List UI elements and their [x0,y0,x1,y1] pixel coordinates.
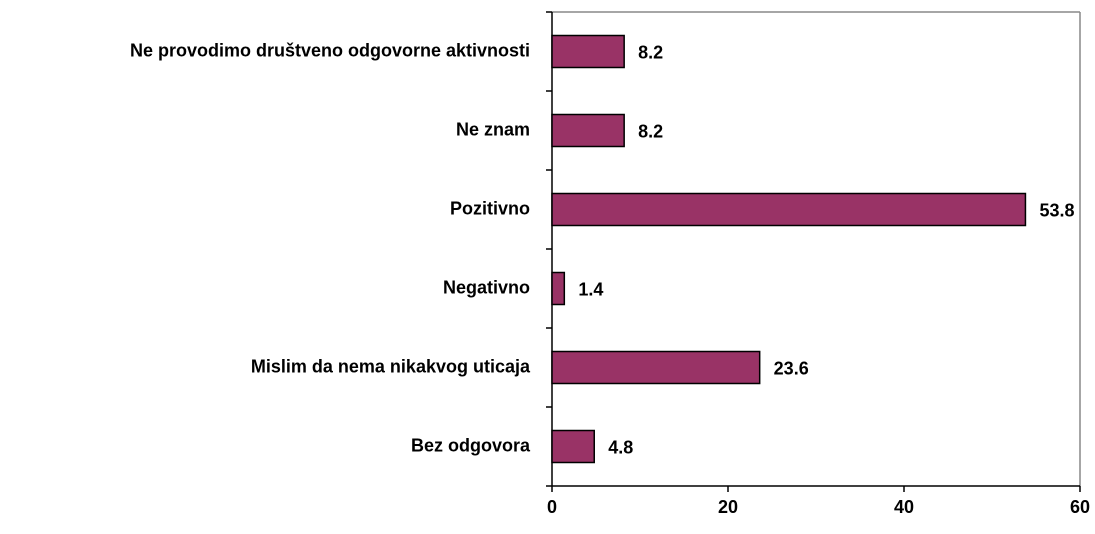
value-label: 8.2 [638,42,663,62]
value-label: 8.2 [638,121,663,141]
y-tick-label: Pozitivno [450,198,530,218]
value-label: 53.8 [1039,200,1074,220]
bar [551,113,625,148]
x-tick-label: 20 [718,497,738,517]
bar [551,192,1027,227]
y-tick-label: Negativno [443,277,530,297]
value-label: 4.8 [608,437,633,457]
y-tick-label: Ne znam [456,119,530,139]
value-label: 23.6 [774,358,809,378]
x-tick-label: 40 [894,497,914,517]
bar [551,350,761,385]
bar [551,34,625,69]
bar [551,429,595,464]
x-tick-label: 0 [547,497,557,517]
y-tick-label: Bez odgovora [411,435,531,455]
bar [551,271,566,306]
value-label: 1.4 [578,279,603,299]
y-tick-label: Ne provodimo društveno odgovorne aktivno… [130,40,530,60]
x-tick-label: 60 [1070,497,1090,517]
y-tick-label: Mislim da nema nikakvog uticaja [251,356,531,376]
